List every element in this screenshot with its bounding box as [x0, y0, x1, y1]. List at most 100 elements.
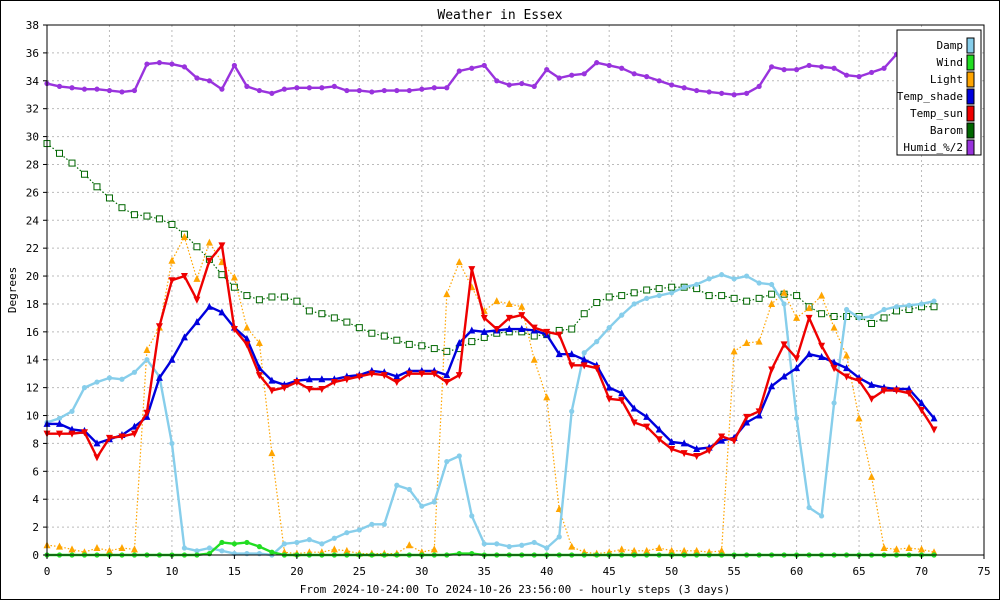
data-point [318, 386, 326, 394]
data-point [781, 301, 787, 307]
data-point [755, 337, 763, 345]
data-point [330, 314, 338, 322]
x-tick-label: 65 [852, 565, 865, 578]
data-point [568, 325, 576, 333]
data-point [781, 67, 787, 73]
data-point [805, 304, 813, 312]
data-point [644, 295, 650, 301]
data-point [205, 302, 213, 310]
chart-title: Weather in Essex [437, 8, 562, 23]
data-point [330, 545, 338, 553]
legend-label: Humid_%/2 [903, 141, 963, 154]
data-point [93, 454, 101, 462]
y-tick-label: 2 [32, 521, 39, 534]
y-tick-label: 22 [26, 242, 39, 255]
data-point [805, 314, 813, 322]
data-point [168, 220, 176, 228]
data-point [143, 212, 151, 220]
data-point [193, 318, 201, 326]
x-tick-label: 70 [915, 565, 928, 578]
data-point [680, 450, 688, 458]
data-point [205, 238, 213, 246]
data-point [631, 301, 637, 307]
x-tick-label: 75 [977, 565, 990, 578]
data-point [56, 83, 63, 89]
data-point [768, 299, 776, 307]
data-point [644, 74, 650, 80]
data-point [180, 233, 188, 240]
data-point [505, 299, 513, 307]
data-point [481, 541, 487, 547]
data-point [531, 83, 537, 89]
data-point [230, 283, 238, 291]
data-point [868, 380, 876, 388]
data-point [443, 379, 451, 387]
data-point [118, 204, 126, 212]
data-point [319, 541, 325, 547]
data-point [756, 280, 762, 286]
series-damp [44, 272, 937, 558]
data-point [530, 355, 538, 363]
data-point [705, 292, 713, 300]
data-point [380, 332, 388, 340]
data-point [893, 387, 901, 395]
data-point [393, 372, 401, 380]
y-tick-label: 12 [26, 382, 39, 395]
data-point [656, 292, 662, 299]
data-point [768, 366, 776, 374]
data-point [81, 86, 88, 92]
series-humid-2 [44, 51, 937, 98]
data-point [119, 376, 125, 382]
y-tick-label: 16 [26, 326, 39, 339]
data-point [56, 415, 63, 421]
data-point [744, 90, 750, 96]
data-point [231, 62, 237, 69]
data-point [131, 369, 138, 375]
legend-swatch [966, 88, 975, 105]
data-point [456, 453, 462, 459]
data-point [605, 395, 613, 403]
data-point [343, 376, 351, 384]
data-point [494, 78, 500, 84]
data-point [281, 86, 287, 92]
data-point [468, 266, 476, 274]
data-point [519, 542, 525, 548]
data-point [81, 385, 88, 391]
data-point [480, 327, 488, 335]
data-point [381, 87, 387, 94]
data-point [918, 406, 926, 414]
data-point [368, 370, 376, 378]
data-point [443, 347, 451, 355]
data-point [769, 281, 775, 288]
data-point [843, 306, 850, 313]
data-point [368, 329, 376, 337]
x-tick-label: 45 [603, 565, 616, 578]
data-point [730, 347, 738, 355]
data-point [643, 286, 651, 294]
data-point [244, 83, 250, 89]
data-point [243, 334, 251, 342]
data-point [794, 67, 800, 73]
data-point [430, 370, 438, 378]
data-point [755, 294, 763, 302]
data-point [605, 383, 613, 391]
data-point [169, 61, 175, 67]
data-point [331, 535, 337, 541]
data-point [168, 355, 176, 363]
data-point [105, 434, 113, 442]
data-point [718, 292, 726, 300]
legend-swatch [966, 105, 975, 122]
data-point [55, 419, 63, 427]
data-point [431, 499, 437, 505]
x-tick-label: 0 [44, 565, 51, 578]
data-point [594, 339, 600, 345]
legend-label: Damp [937, 39, 964, 52]
data-point [593, 365, 601, 373]
y-tick-label: 8 [32, 437, 39, 450]
data-point [693, 445, 701, 452]
data-point [780, 288, 788, 296]
y-tick-label: 20 [26, 270, 39, 283]
data-point [768, 290, 776, 298]
data-point [881, 65, 887, 71]
data-point [443, 371, 451, 379]
